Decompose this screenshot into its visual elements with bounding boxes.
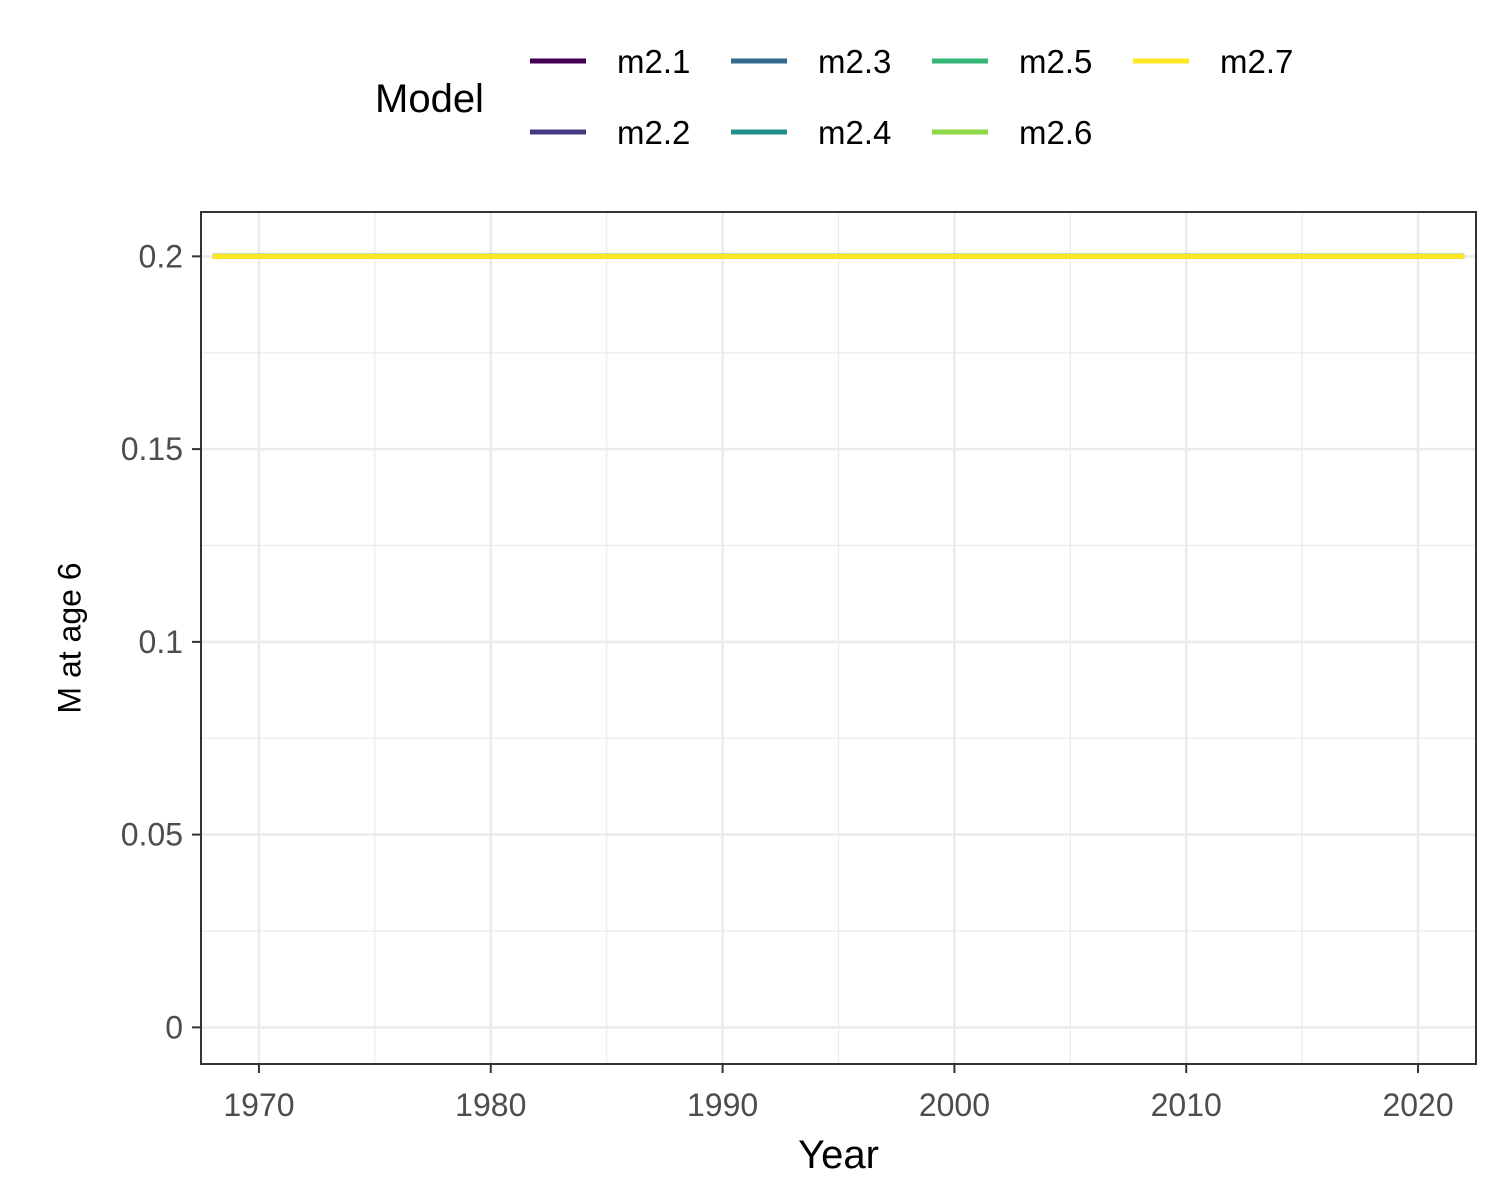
x-tick-label: 1980 [455,1087,526,1123]
y-tick-label: 0.15 [121,431,183,467]
legend-title: Model [375,77,484,121]
grid [201,212,1476,1064]
legend-label-m2-3: m2.3 [818,43,891,80]
x-tick-label: 2020 [1382,1087,1453,1123]
y-tick-label: 0 [165,1009,183,1045]
x-axis-title: Year [798,1133,879,1177]
legend-label-m2-5: m2.5 [1019,43,1092,80]
panel-border [200,211,1477,1065]
x-tick-label: 2000 [919,1087,990,1123]
x-tick-label: 1990 [687,1087,758,1123]
axis-ticks: 1970 1980 1990 2000 2010 2020 0 0.05 0.1 0.15 0.2 [121,238,1454,1123]
y-tick-label: 0.1 [139,624,183,660]
y-tick-label: 0.05 [121,817,183,853]
legend-label-m2-4: m2.4 [818,114,891,151]
legend-label-m2-1: m2.1 [617,43,690,80]
legend-label-m2-7: m2.7 [1220,43,1293,80]
y-tick-label: 0.2 [139,238,183,274]
legend: Model m2.1 m2.2 m2.3 m2.4 m2.5 m2.6 m2.7 [375,43,1293,151]
legend-label-m2-6: m2.6 [1019,114,1092,151]
x-tick-label: 1970 [223,1087,294,1123]
x-tick-label: 2010 [1151,1087,1222,1123]
legend-label-m2-2: m2.2 [617,114,690,151]
y-axis-title: M at age 6 [51,562,87,713]
